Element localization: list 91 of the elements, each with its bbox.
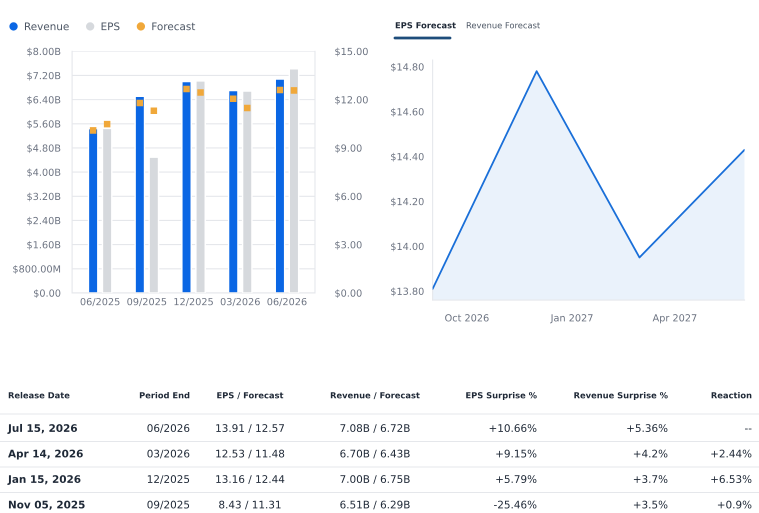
text: Jan 15, 2026 xyxy=(7,475,80,485)
category-label: Release Date xyxy=(8,392,70,398)
category-label: EPS / Forecast xyxy=(217,392,284,400)
text: Revenue Forecast xyxy=(466,22,540,28)
text: 13.16 / 12.44 xyxy=(216,475,284,484)
x-tick-label: 03/2026 xyxy=(220,298,260,306)
y-tick-label: $1.60B xyxy=(27,240,60,250)
y-tick-label: $3.20B xyxy=(27,192,60,202)
text: 09/2025 xyxy=(147,500,190,510)
point xyxy=(197,89,204,96)
text: Apr 14, 2026 xyxy=(8,450,83,460)
text: 03/2026 xyxy=(147,450,190,458)
text: +6.53% xyxy=(711,475,752,484)
x-tick-label: Jan 2027 xyxy=(550,314,593,324)
legend-label: Revenue xyxy=(24,22,69,30)
legend-label: Forecast xyxy=(152,22,196,30)
chart-title: EPS Forecast xyxy=(396,22,456,28)
category-label: Revenue Surprise % xyxy=(574,392,668,400)
text: +5.79% xyxy=(496,475,536,484)
y-tick-label: $800.00M xyxy=(13,265,60,274)
y2-tick-label: $12.00 xyxy=(335,96,368,105)
text: 13.91 / 12.57 xyxy=(216,424,284,433)
text: +4.2% xyxy=(634,450,668,458)
text: +9.15% xyxy=(496,450,536,458)
point xyxy=(183,86,190,92)
y-tick-label: $13.80 xyxy=(391,287,424,296)
point xyxy=(244,104,251,112)
text: Nov 05, 2025 xyxy=(8,500,85,510)
y-tick-label: $6.40B xyxy=(27,96,60,105)
y-tick-label: $14.80 xyxy=(391,63,424,72)
text: 8.43 / 11.31 xyxy=(219,500,281,510)
bar xyxy=(134,96,146,293)
point xyxy=(276,86,284,94)
x-tick-label: 06/2026 xyxy=(267,298,307,306)
text: +3.5% xyxy=(634,500,668,509)
point xyxy=(136,100,144,106)
bar xyxy=(274,78,286,293)
text: -25.46% xyxy=(494,500,536,509)
bar xyxy=(181,80,192,293)
x-tick-label: Apr 2027 xyxy=(652,314,696,324)
y-tick-label: $7.20B xyxy=(27,72,60,81)
bar xyxy=(102,128,112,293)
text: 12.53 / 11.48 xyxy=(216,450,284,458)
y-tick-label: $0.00 xyxy=(34,289,60,298)
text: 06/2026 xyxy=(147,424,190,433)
text: +2.44% xyxy=(711,450,752,458)
y2-tick-label: $6.00 xyxy=(335,192,362,202)
y-tick-label: $14.60 xyxy=(391,108,424,117)
bar xyxy=(195,80,206,293)
text: +5.36% xyxy=(627,424,668,432)
y-tick-label: $5.60B xyxy=(27,120,60,129)
bar xyxy=(148,156,160,293)
y-tick-label: $2.40B xyxy=(27,216,60,226)
x-tick-label: 12/2025 xyxy=(174,298,213,306)
category-label: Reaction xyxy=(712,392,752,398)
y-tick-label: $14.00 xyxy=(391,242,424,252)
y2-tick-label: $3.00 xyxy=(335,240,362,250)
y2-tick-label: $9.00 xyxy=(335,144,362,154)
text: 7.00B / 6.75B xyxy=(340,475,410,484)
text: -- xyxy=(744,428,752,430)
point xyxy=(230,95,237,102)
category-label: Revenue / Forecast xyxy=(330,392,420,400)
text: +10.66% xyxy=(490,424,536,432)
x-tick-label: 09/2025 xyxy=(127,298,166,306)
category-label: Period End xyxy=(140,392,190,398)
text: Jul 15, 2026 xyxy=(7,424,77,434)
bar xyxy=(242,90,253,293)
point xyxy=(104,120,110,128)
text: 6.51B / 6.29B xyxy=(340,500,410,510)
text: 6.70B / 6.43B xyxy=(340,450,410,458)
y-tick-label: $8.00B xyxy=(27,48,60,56)
text: 12/2025 xyxy=(148,475,190,484)
point xyxy=(90,127,96,134)
x-tick-label: Oct 2026 xyxy=(445,314,489,322)
y-tick-label: $4.80B xyxy=(27,144,60,154)
text: 7.08B / 6.72B xyxy=(340,424,410,433)
y2-tick-label: $15.00 xyxy=(335,48,368,56)
category-label: EPS Surprise % xyxy=(466,392,537,400)
x-tick-label: 06/2025 xyxy=(80,298,120,306)
text: +3.7% xyxy=(634,475,668,484)
point xyxy=(290,87,298,94)
y2-tick-label: $0.00 xyxy=(335,289,362,298)
bar xyxy=(288,68,300,293)
bar xyxy=(228,90,239,293)
bar xyxy=(88,128,98,293)
y-tick-label: $14.40 xyxy=(391,152,424,162)
text: +0.9% xyxy=(718,500,752,509)
legend-label: EPS xyxy=(102,22,120,30)
y-tick-label: $4.00B xyxy=(27,168,60,178)
point xyxy=(150,107,158,114)
y-tick-label: $14.20 xyxy=(391,198,424,206)
